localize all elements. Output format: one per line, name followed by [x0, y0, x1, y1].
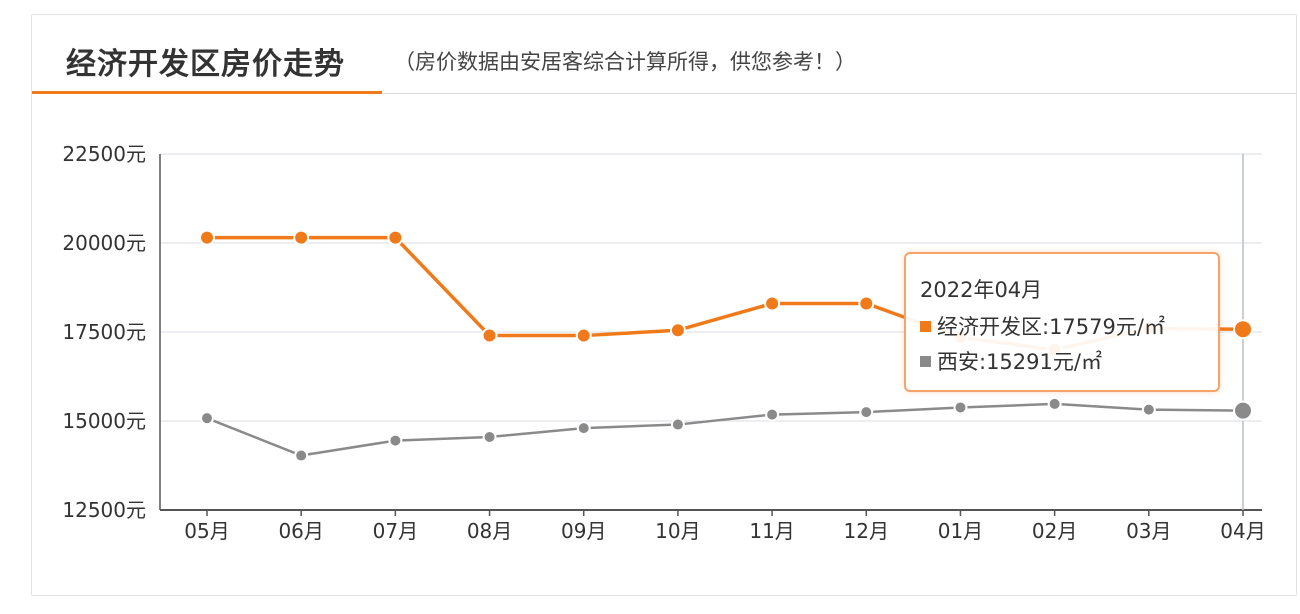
- series-2-point: [670, 417, 685, 432]
- series-2-point: [1047, 396, 1062, 411]
- x-tick-label: 03月: [1126, 519, 1171, 543]
- x-tick-label: 09月: [561, 519, 606, 543]
- series-2-point: [388, 433, 403, 448]
- x-tick-label: 11月: [749, 519, 794, 543]
- x-tick-label: 02月: [1032, 519, 1077, 543]
- series-1-point: [764, 295, 781, 312]
- series-1-point: [1233, 319, 1253, 340]
- tooltip-row-series-1: 经济开发区:17579元/㎡: [920, 311, 1165, 341]
- tooltip-row-series-2: 西安:15291元/㎡: [920, 346, 1102, 376]
- series-1-point: [199, 229, 215, 246]
- y-tick-label: 12500元: [62, 498, 146, 522]
- tooltip-swatch-series-1: [920, 321, 931, 332]
- x-tick-label: 04月: [1220, 519, 1265, 543]
- series-1-point: [387, 229, 404, 246]
- series-2-point: [765, 407, 780, 422]
- hover-tooltip: 2022年04月 经济开发区:17579元/㎡ 西安:15291元/㎡: [904, 252, 1220, 392]
- series-2-point: [294, 448, 309, 463]
- series-1-point: [293, 229, 310, 246]
- series-line-2: [206, 402, 1244, 457]
- series-2-point: [953, 400, 968, 415]
- x-tick-label: 10月: [655, 519, 700, 543]
- series-2-point: [859, 405, 874, 420]
- series-1-point: [575, 327, 592, 344]
- x-tick-label: 08月: [467, 519, 512, 543]
- series-1-point: [858, 295, 875, 312]
- chart-header: 经济开发区房价走势 （房价数据由安居客综合计算所得，供您参考！）: [32, 15, 1296, 94]
- tooltip-date: 2022年04月: [920, 278, 1043, 302]
- title-underline: [32, 91, 382, 94]
- tooltip-value-series-2: 西安:15291元/㎡: [937, 350, 1102, 374]
- chart-title: 经济开发区房价走势: [66, 47, 345, 82]
- series-1-point: [481, 327, 498, 344]
- series-2-point: [576, 421, 591, 436]
- x-tick-label: 01月: [938, 519, 983, 543]
- x-tick-label: 12月: [844, 519, 889, 543]
- series-1-point: [669, 322, 686, 339]
- series-2-point: [482, 430, 497, 445]
- series-2-point: [200, 411, 214, 426]
- series-2-point: [1233, 400, 1253, 421]
- chart-subtitle: （房价数据由安居客综合计算所得，供您参考！）: [394, 50, 856, 74]
- tooltip-swatch-series-2: [920, 356, 931, 367]
- y-tick-label: 20000元: [62, 231, 146, 255]
- tooltip-value-series-1: 经济开发区:17579元/㎡: [937, 315, 1165, 339]
- y-tick-label: 17500元: [62, 320, 146, 344]
- x-tick-label: 07月: [373, 519, 418, 543]
- y-tick-label: 15000元: [62, 409, 146, 433]
- x-tick-label: 06月: [278, 519, 323, 543]
- y-tick-label: 22500元: [62, 142, 146, 166]
- x-tick-label: 05月: [184, 519, 229, 543]
- series-2-point: [1141, 402, 1156, 417]
